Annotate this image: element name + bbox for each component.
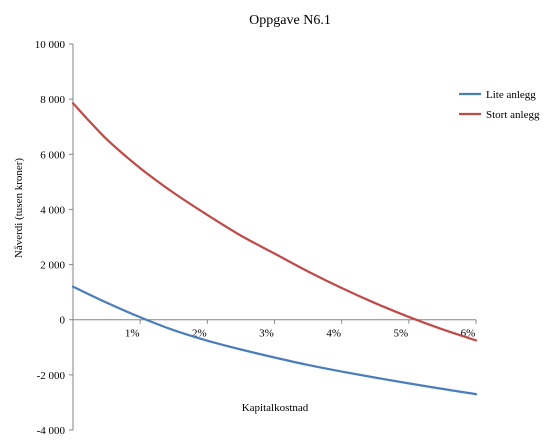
y-tick-label: 2 000 (40, 260, 65, 272)
y-axis-title: Nåverdi (tusen kroner) (13, 158, 25, 259)
x-tick-label: 1% (125, 328, 140, 340)
y-tick-label: 0 (60, 315, 66, 327)
series-line-2 (71, 102, 478, 342)
legend-label: Stort anlegg (486, 109, 540, 121)
x-tick-label: 3% (259, 328, 274, 340)
x-axis-title: Kapitalkostnad (242, 402, 309, 414)
y-tick-label: 10 000 (35, 39, 66, 51)
y-tick-label: 6 000 (40, 149, 65, 161)
legend: Lite anlegg Stort anlegg (459, 89, 540, 121)
x-tick-label: 4% (326, 328, 341, 340)
y-tick-label: 4 000 (40, 204, 65, 216)
y-tick-label: -2 000 (37, 370, 66, 382)
x-tick-label: 5% (393, 328, 408, 340)
y-tick-label: -4 000 (37, 425, 66, 437)
series-lines (71, 102, 478, 396)
y-tick-label: 8 000 (40, 94, 65, 106)
legend-label: Lite anlegg (486, 89, 536, 101)
chart-title: Oppgave N6.1 (249, 13, 331, 28)
y-axis: 10 000 8 000 6 000 4 000 2 000 0 -2 000 -4 000 (35, 39, 74, 437)
x-axis: 1% 2% 3% 4% 5% 6% (73, 319, 477, 340)
series-line-1 (71, 285, 478, 396)
